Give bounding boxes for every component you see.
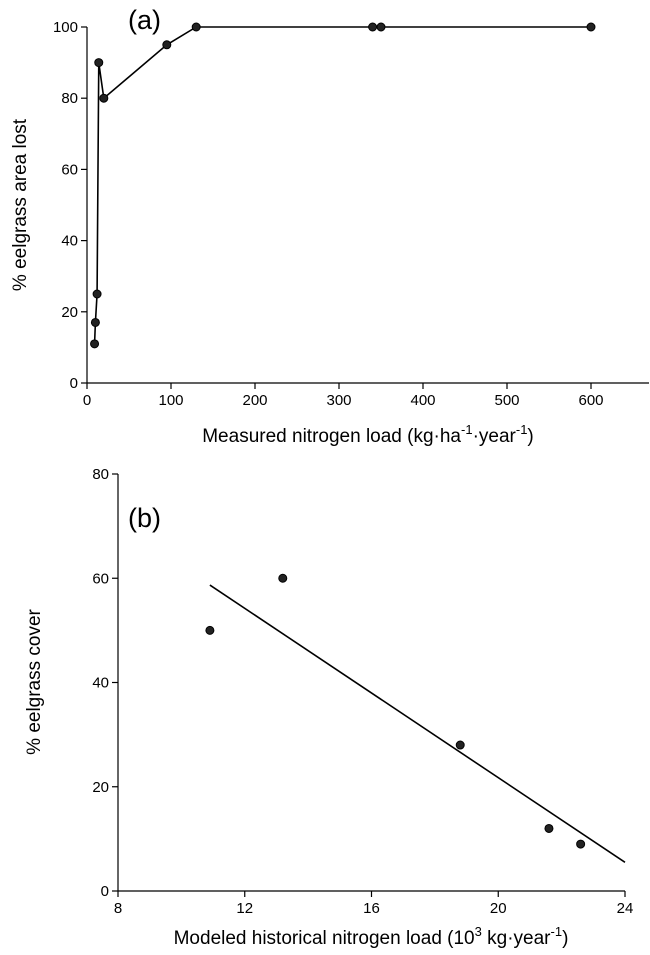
data-point-a	[99, 93, 109, 103]
x-axis-title-b-part3: )	[562, 928, 568, 949]
x-axis-title-b-sup1: 3	[475, 924, 482, 939]
x-axis-title-b-part2: kg·year	[482, 928, 551, 949]
x-tick-label-a: 0	[83, 392, 91, 409]
data-point-a	[162, 40, 172, 50]
y-tick-label-b: 40	[92, 675, 109, 692]
data-point-b	[576, 839, 586, 849]
y-tick-label-a: 100	[53, 19, 78, 36]
x-axis-title-a-part3: )	[527, 426, 533, 447]
y-axis-title-a: % eelgrass area lost	[10, 118, 31, 291]
data-point-a	[94, 58, 104, 68]
data-point-b	[205, 625, 215, 635]
x-axis-title-b-part1: Modeled historical nitrogen load (10	[174, 928, 475, 949]
y-tick-label-a: 40	[61, 233, 78, 250]
x-tick-label-a: 100	[158, 392, 183, 409]
x-axis-title-b-sup2: -1	[551, 924, 563, 939]
x-axis-title-a-sup2: -1	[516, 422, 528, 437]
trend-line-b	[209, 584, 626, 863]
x-axis-title-a-sup1: -1	[461, 422, 473, 437]
x-axis-title-a-part2: ·year	[473, 426, 517, 447]
y-tick-label-a: 20	[61, 304, 78, 321]
data-point-a	[368, 22, 378, 32]
y-tick-label-b: 80	[92, 466, 109, 483]
data-point-a	[92, 289, 102, 299]
panel-label-b: (b)	[128, 503, 161, 533]
y-tick-label-a: 60	[61, 161, 78, 178]
data-point-b	[278, 573, 288, 583]
x-tick-label-a: 300	[326, 392, 351, 409]
x-tick-label-a: 600	[578, 392, 603, 409]
plot-area-a: 0 100 200 300 400 500 600 0 20 40 60 80 100	[53, 19, 649, 409]
x-tick-label-b: 20	[490, 900, 507, 917]
chart-panel-a: (a) 0 100 200 300 400 500 600 0 20 40 60 80 100 Mea…	[10, 5, 649, 447]
panel-label-a: (a)	[128, 5, 161, 35]
x-ticks-b: 8 12 16 20 24	[114, 891, 634, 917]
data-point-a	[191, 22, 201, 32]
x-ticks-a: 0 100 200 300 400 500 600	[83, 383, 604, 409]
plot-area-b: 8 12 16 20 24 0 20 40 60 80	[92, 466, 633, 917]
x-tick-label-b: 8	[114, 900, 122, 917]
x-tick-label-a: 200	[242, 392, 267, 409]
x-tick-label-a: 400	[410, 392, 435, 409]
x-tick-label-b: 12	[236, 900, 253, 917]
data-point-a	[586, 22, 596, 32]
series-line-a	[93, 26, 591, 344]
x-tick-label-b: 24	[617, 900, 634, 917]
chart-panel-b: (b) 8 12 16 20 24 0 20 40 60 80 Modeled historic…	[24, 466, 633, 949]
x-axis-title-a-part1: Measured nitrogen load (kg·ha	[202, 426, 461, 447]
data-point-a	[90, 317, 100, 327]
y-axis-title-b: % eelgrass cover	[24, 608, 45, 754]
y-tick-label-b: 60	[92, 570, 109, 587]
marks-b	[205, 573, 626, 863]
data-point-b	[544, 823, 554, 833]
x-tick-label-a: 500	[494, 392, 519, 409]
x-tick-label-b: 16	[363, 900, 380, 917]
data-point-a	[90, 339, 100, 349]
data-point-a	[376, 22, 386, 32]
y-tick-label-a: 80	[61, 90, 78, 107]
x-axis-title-b: Modeled historical nitrogen load (103 kg…	[174, 924, 569, 949]
y-tick-label-b: 20	[92, 779, 109, 796]
y-ticks-a: 0 20 40 60 80 100	[53, 19, 87, 392]
y-ticks-b: 0 20 40 60 80	[92, 466, 118, 900]
x-axis-title-a: Measured nitrogen load (kg·ha-1·year-1)	[202, 422, 534, 447]
y-tick-label-a: 0	[70, 375, 78, 392]
data-point-b	[455, 740, 465, 750]
y-tick-label-b: 0	[101, 883, 109, 900]
marks-a	[90, 22, 596, 349]
